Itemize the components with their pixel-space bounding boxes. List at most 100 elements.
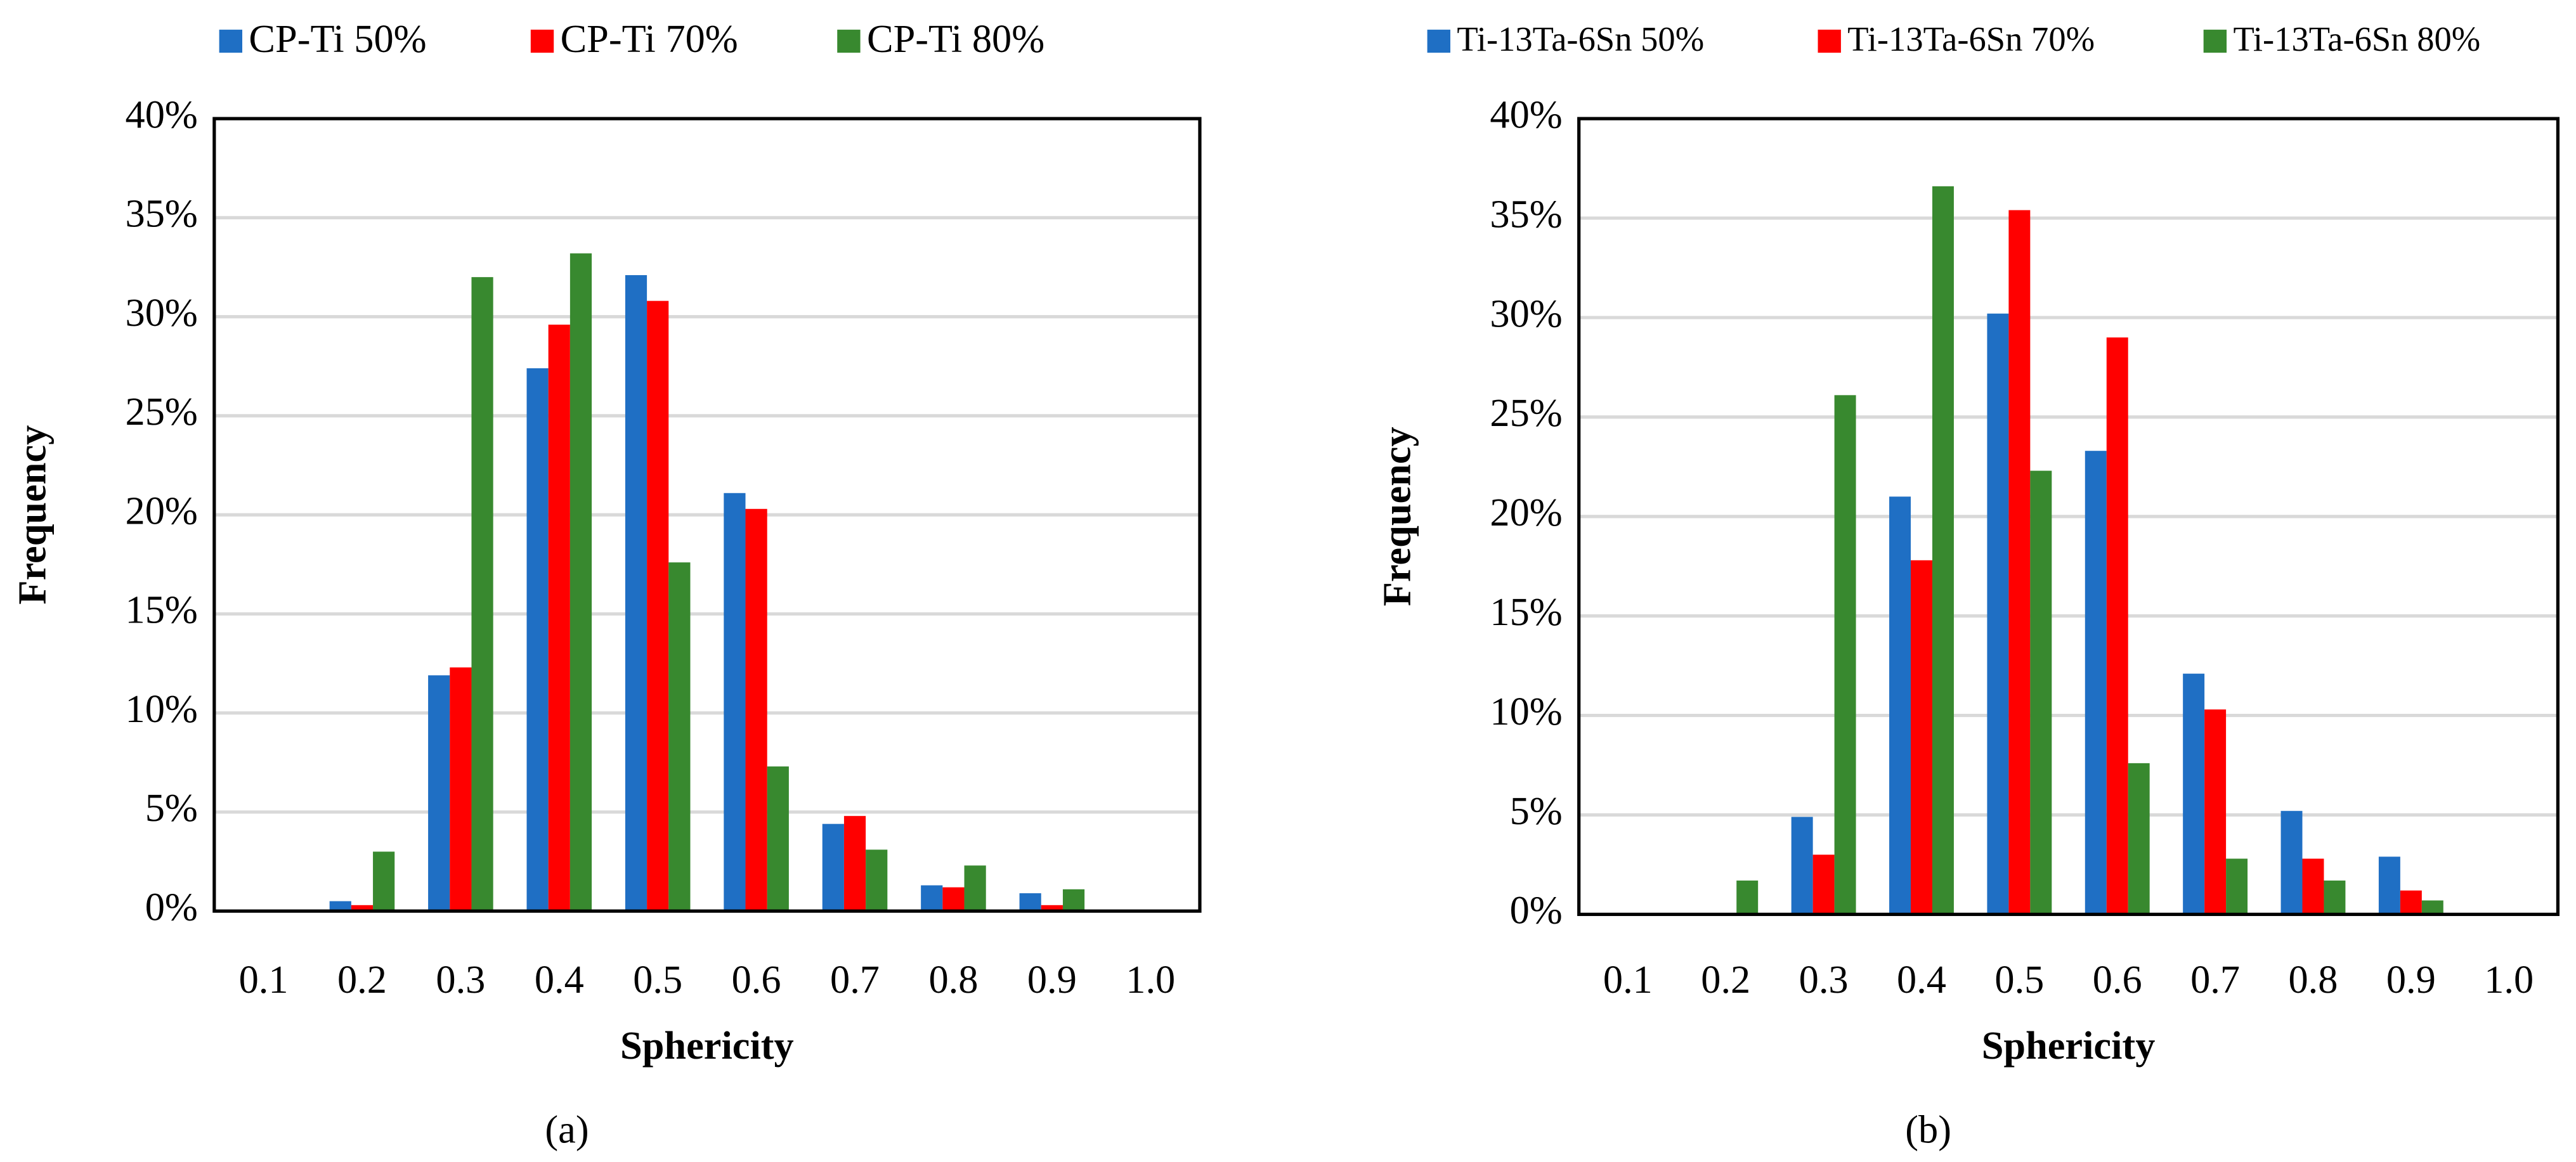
bar <box>351 905 374 912</box>
subfigure-label: (a) <box>545 1107 589 1151</box>
bar <box>2204 709 2227 915</box>
bar <box>428 675 450 912</box>
x-tick-label: 0.8 <box>2289 958 2338 1002</box>
y-tick-label: 0% <box>145 885 198 929</box>
bar <box>668 562 691 912</box>
legend-label: CP-Ti 80% <box>867 17 1044 61</box>
bar <box>471 277 493 912</box>
y-tick-label: 20% <box>126 489 198 533</box>
y-tick-label: 15% <box>1490 590 1562 634</box>
bar <box>2226 858 2248 915</box>
bar <box>745 508 767 912</box>
x-tick-label: 0.7 <box>830 958 880 1002</box>
x-tick-label: 0.9 <box>1027 958 1077 1002</box>
bar <box>1062 889 1085 912</box>
y-tick-label: 30% <box>126 291 198 335</box>
legend-swatch <box>2203 29 2227 53</box>
subfigure-label: (b) <box>1905 1107 1951 1151</box>
x-axis-title: Sphericity <box>1982 1024 2156 1068</box>
legend-swatch <box>1427 29 1450 53</box>
legend-label: Ti-13Ta-6Sn 70% <box>1847 20 2095 58</box>
legend-label: Ti-13Ta-6Sn 50% <box>1457 20 1704 58</box>
legend-swatch <box>1818 29 1841 53</box>
x-tick-label: 0.8 <box>928 958 978 1002</box>
bar <box>1834 395 1856 915</box>
y-tick-label: 25% <box>1490 391 1562 435</box>
legend-swatch <box>837 29 861 53</box>
y-tick-label: 10% <box>126 687 198 731</box>
y-axis-title: Frequency <box>1375 427 1419 606</box>
y-tick-label: 40% <box>126 93 198 136</box>
y-tick-label: 20% <box>1490 491 1562 534</box>
bar <box>1019 893 1041 912</box>
bar <box>1812 855 1835 915</box>
bar <box>2008 210 2031 915</box>
y-tick-label: 5% <box>145 786 198 830</box>
bar <box>1791 817 1813 915</box>
bar <box>329 901 351 912</box>
bar <box>2378 856 2400 915</box>
bar <box>625 275 647 912</box>
x-tick-label: 0.6 <box>2093 958 2142 1002</box>
y-tick-label: 15% <box>126 588 198 632</box>
bar <box>843 816 866 912</box>
x-tick-label: 0.9 <box>2386 958 2436 1002</box>
x-tick-label: 0.3 <box>1799 958 1849 1002</box>
x-tick-label: 1.0 <box>1126 958 1175 1002</box>
x-tick-label: 0.5 <box>1994 958 2044 1002</box>
plot-frame <box>1577 117 2560 916</box>
bar <box>942 887 965 912</box>
y-tick-label: 35% <box>1490 192 1562 236</box>
bar <box>2128 763 2150 915</box>
legend-label: CP-Ti 70% <box>561 17 738 61</box>
x-tick-label: 0.1 <box>1603 958 1653 1002</box>
bar <box>2183 673 2205 915</box>
y-tick-label: 25% <box>126 390 198 434</box>
legend-swatch <box>530 29 554 53</box>
y-tick-label: 30% <box>1490 292 1562 335</box>
x-axis-title: Sphericity <box>620 1024 794 1068</box>
bar <box>822 823 844 912</box>
y-tick-label: 40% <box>1490 93 1562 136</box>
bar <box>1736 881 1759 915</box>
x-tick-label: 0.4 <box>535 958 584 1002</box>
x-tick-label: 0.2 <box>1701 958 1750 1002</box>
bar <box>1911 560 1932 915</box>
bar <box>724 493 746 912</box>
bar <box>548 325 570 912</box>
legend-swatch <box>219 29 243 53</box>
x-tick-label: 0.7 <box>2190 958 2240 1002</box>
bar <box>1932 186 1954 915</box>
y-tick-label: 10% <box>1490 690 1562 733</box>
y-tick-label: 0% <box>1510 889 1563 933</box>
x-tick-label: 0.6 <box>732 958 781 1002</box>
bar <box>866 849 888 912</box>
bar <box>569 253 592 912</box>
bar <box>2400 890 2422 915</box>
bar <box>2302 858 2324 915</box>
y-tick-label: 5% <box>1510 789 1563 833</box>
y-tick-label: 35% <box>126 192 198 236</box>
bar <box>767 766 789 912</box>
bar <box>1987 313 2009 915</box>
plot-frame <box>212 117 1202 913</box>
y-axis-title: Frequency <box>10 425 54 605</box>
bar <box>1041 905 1063 912</box>
bar <box>647 300 669 912</box>
x-tick-label: 1.0 <box>2484 958 2534 1002</box>
bar <box>2280 811 2303 915</box>
x-tick-label: 0.1 <box>239 958 289 1002</box>
bar <box>526 368 549 912</box>
bar <box>373 851 395 912</box>
x-tick-label: 0.3 <box>436 958 485 1002</box>
bar <box>2030 470 2052 915</box>
bar <box>964 865 986 912</box>
bar <box>2085 451 2107 915</box>
bar <box>921 885 943 912</box>
legend-label: Ti-13Ta-6Sn 80% <box>2233 20 2480 58</box>
bar <box>2421 900 2443 915</box>
bar <box>450 667 472 912</box>
bar <box>2106 337 2128 915</box>
